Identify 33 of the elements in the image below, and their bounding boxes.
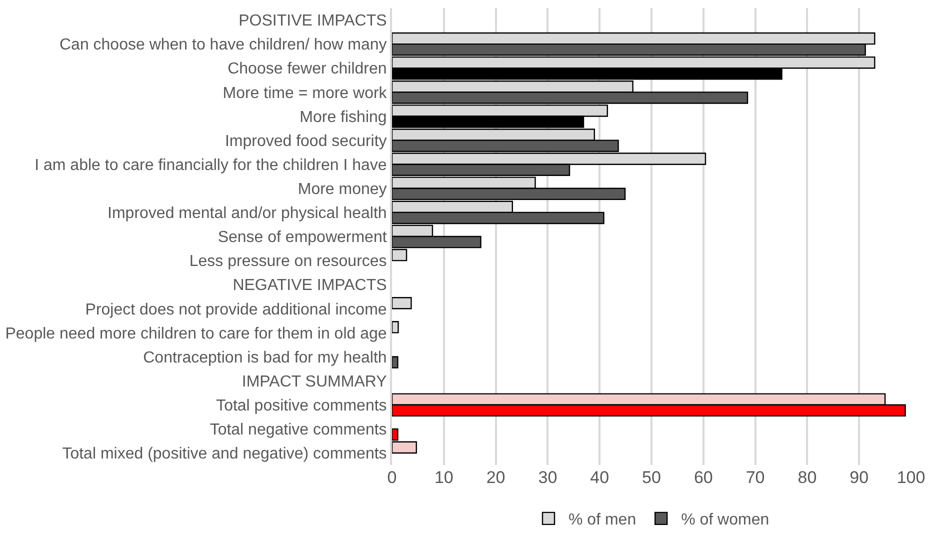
legend-label: % of women — [681, 512, 770, 529]
y-tick-label: Project does not provide additional income — [85, 301, 387, 318]
y-tick-label: Improved food security — [224, 132, 387, 150]
legend-label: % of men — [568, 512, 636, 529]
x-tick-label: 80 — [798, 468, 817, 487]
x-tick-label: 30 — [538, 468, 558, 487]
y-tick-label: Choose fewer children — [228, 60, 387, 78]
y-tick-label: Total positive comments — [216, 397, 387, 414]
y-tick-label: Less pressure on resources — [189, 253, 387, 270]
y-tick-label: Total mixed (positive and negative) comments — [62, 446, 387, 463]
y-tick-label: POSITIVE IMPACTS — [238, 12, 387, 30]
x-tick-label: 40 — [590, 468, 610, 487]
x-tick-label: 90 — [850, 468, 869, 487]
x-tick-label: 10 — [434, 468, 454, 487]
x-tick-label: 100 — [896, 468, 926, 487]
y-tick-label: Sense of empowerment — [218, 229, 388, 246]
y-tick-label: NEGATIVE IMPACTS — [232, 277, 387, 294]
y-tick-label: Total negative comments — [210, 422, 387, 439]
y-tick-label: IMPACT SUMMARY — [242, 373, 388, 390]
y-tick-label: I am able to care financially for the children I have — [34, 156, 387, 174]
x-tick-label: 60 — [694, 468, 713, 487]
y-tick-label: More time = more work — [222, 84, 388, 102]
y-tick-label: People need more children to care for them in old age — [5, 325, 387, 342]
y-tick-label: Improved mental and/or physical health — [108, 205, 387, 222]
x-tick-label: 20 — [486, 468, 506, 487]
x-tick-label: 50 — [642, 468, 661, 487]
x-tick-label: 70 — [746, 468, 765, 487]
y-tick-label: More fishing — [300, 108, 387, 126]
bar — [392, 356, 398, 368]
y-tick-label: Contraception is bad for my health — [143, 349, 387, 366]
y-tick-label: Can choose when to have children/ how many — [59, 36, 387, 54]
x-tick-label: 0 — [387, 468, 397, 487]
y-tick-label: More money — [298, 180, 387, 198]
